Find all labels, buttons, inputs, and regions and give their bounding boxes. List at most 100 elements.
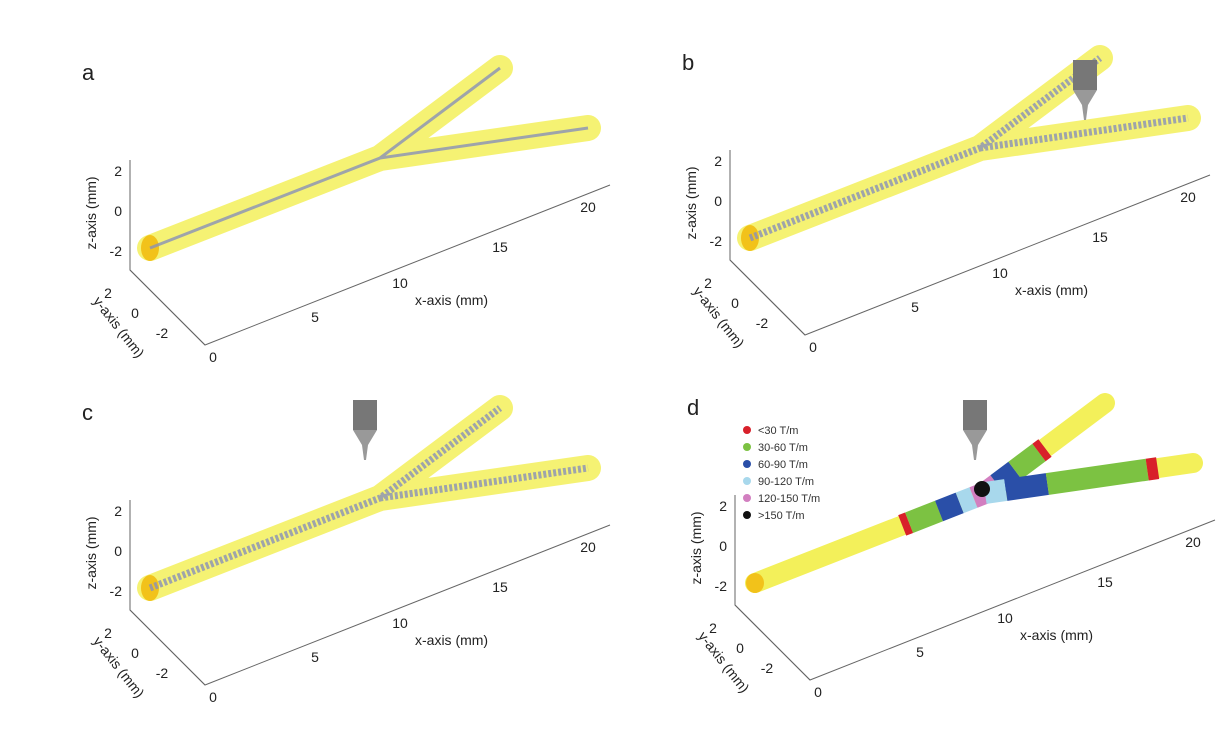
y-axis-title: y-axis (mm) <box>695 628 753 695</box>
y-tick-label: -2 <box>156 325 169 341</box>
x-tick-label: 0 <box>209 689 217 705</box>
legend-dot <box>743 443 751 451</box>
z-tick-label: 0 <box>114 203 122 219</box>
nozzle-body <box>963 400 987 430</box>
y-tick-label: -2 <box>761 660 774 676</box>
legend-label: >150 T/m <box>758 510 805 522</box>
y-tick-label: 0 <box>131 645 139 661</box>
z-tick-label: -2 <box>715 578 728 594</box>
panel-label: d <box>687 395 699 420</box>
z-tick-label: 0 <box>114 543 122 559</box>
nozzle-tip <box>353 430 377 460</box>
x-axis-title: x-axis (mm) <box>415 292 488 308</box>
x-tick-label: 10 <box>992 265 1008 281</box>
x-axis-title: x-axis (mm) <box>415 632 488 648</box>
z-tick-label: 2 <box>719 498 727 514</box>
z-tick-label: 0 <box>714 193 722 209</box>
field-band <box>1004 473 1049 501</box>
legend-label: 120-150 T/m <box>758 493 820 505</box>
field-band <box>934 492 964 522</box>
field-band <box>1045 458 1149 495</box>
legend-label: 60-90 T/m <box>758 459 808 471</box>
x-tick-label: 10 <box>392 615 408 631</box>
y-tick-label: 2 <box>104 285 112 301</box>
y-tick-label: 2 <box>104 625 112 641</box>
panel: c20-2z-axis (mm)20-2y-axis (mm) 05101520x… <box>82 395 611 705</box>
x-tick-label: 20 <box>580 199 596 215</box>
vessel-end <box>746 573 764 593</box>
nozzle <box>353 400 377 460</box>
nozzle <box>963 400 987 460</box>
axis-line <box>129 160 611 346</box>
field-band <box>1008 443 1046 480</box>
particles <box>748 55 1189 242</box>
legend-dot <box>743 511 751 519</box>
z-tick-label: -2 <box>110 583 123 599</box>
y-tick-label: 0 <box>736 640 744 656</box>
x-axis-title: x-axis (mm) <box>1020 627 1093 643</box>
field-peak <box>974 481 990 497</box>
y-axis-title: y-axis (mm) <box>690 283 748 350</box>
y-axis-title: y-axis (mm) <box>90 633 148 700</box>
z-axis-title: z-axis (mm) <box>83 516 99 589</box>
legend-dot <box>743 494 751 502</box>
x-tick-label: 15 <box>1097 574 1113 590</box>
x-tick-label: 20 <box>580 539 596 555</box>
x-tick-label: 20 <box>1180 189 1196 205</box>
x-tick-label: 0 <box>809 339 817 355</box>
z-axis-title: z-axis (mm) <box>683 166 699 239</box>
panel-label: c <box>82 400 93 425</box>
field-band <box>1032 439 1052 462</box>
z-tick-label: -2 <box>710 233 723 249</box>
nozzle-body <box>1073 60 1097 90</box>
field-band <box>1145 457 1160 481</box>
axis-line <box>734 495 1216 681</box>
field-band <box>955 487 978 514</box>
axis-line <box>129 500 611 686</box>
x-tick-label: 20 <box>1185 534 1201 550</box>
z-tick-label: -2 <box>110 243 123 259</box>
x-tick-label: 5 <box>916 644 924 660</box>
x-tick-label: 5 <box>911 299 919 315</box>
y-tick-label: 2 <box>704 275 712 291</box>
z-axis-title: z-axis (mm) <box>83 176 99 249</box>
legend-label: 30-60 T/m <box>758 442 808 454</box>
legend-dot <box>743 460 751 468</box>
axis-line <box>734 604 811 681</box>
particles <box>148 405 589 592</box>
nozzle-tip <box>1073 90 1097 120</box>
nozzle-tip <box>963 430 987 460</box>
x-tick-label: 0 <box>209 349 217 365</box>
y-tick-label: -2 <box>756 315 769 331</box>
legend-label: 90-120 T/m <box>758 476 814 488</box>
panel: a20-2z-axis (mm)20-2y-axis (mm) 05101520x… <box>82 55 611 365</box>
x-tick-label: 15 <box>492 239 508 255</box>
x-tick-label: 0 <box>814 684 822 700</box>
field-band <box>898 512 914 536</box>
x-tick-label: 10 <box>997 610 1013 626</box>
x-tick-label: 15 <box>492 579 508 595</box>
z-tick-label: 2 <box>714 153 722 169</box>
panel-label: a <box>82 60 95 85</box>
panel-label: b <box>682 50 694 75</box>
z-tick-label: 0 <box>719 538 727 554</box>
x-tick-label: 5 <box>311 309 319 325</box>
z-tick-label: 2 <box>114 503 122 519</box>
x-tick-label: 15 <box>1092 229 1108 245</box>
nozzle-body <box>353 400 377 430</box>
legend-dot <box>743 426 751 434</box>
x-axis-title: x-axis (mm) <box>1015 282 1088 298</box>
y-tick-label: 0 <box>731 295 739 311</box>
particles <box>149 66 589 250</box>
axis-line <box>129 609 206 686</box>
y-axis-title: y-axis (mm) <box>90 293 148 360</box>
axis-line <box>129 269 206 346</box>
z-tick-label: 2 <box>114 163 122 179</box>
y-tick-label: 0 <box>131 305 139 321</box>
panel: b20-2z-axis (mm)20-2y-axis (mm) 05101520x… <box>682 45 1211 355</box>
y-tick-label: -2 <box>156 665 169 681</box>
legend-dot <box>743 477 751 485</box>
x-tick-label: 10 <box>392 275 408 291</box>
panel: d20-2z-axis (mm)20-2y-axis (mm) 05101520x… <box>687 393 1216 700</box>
